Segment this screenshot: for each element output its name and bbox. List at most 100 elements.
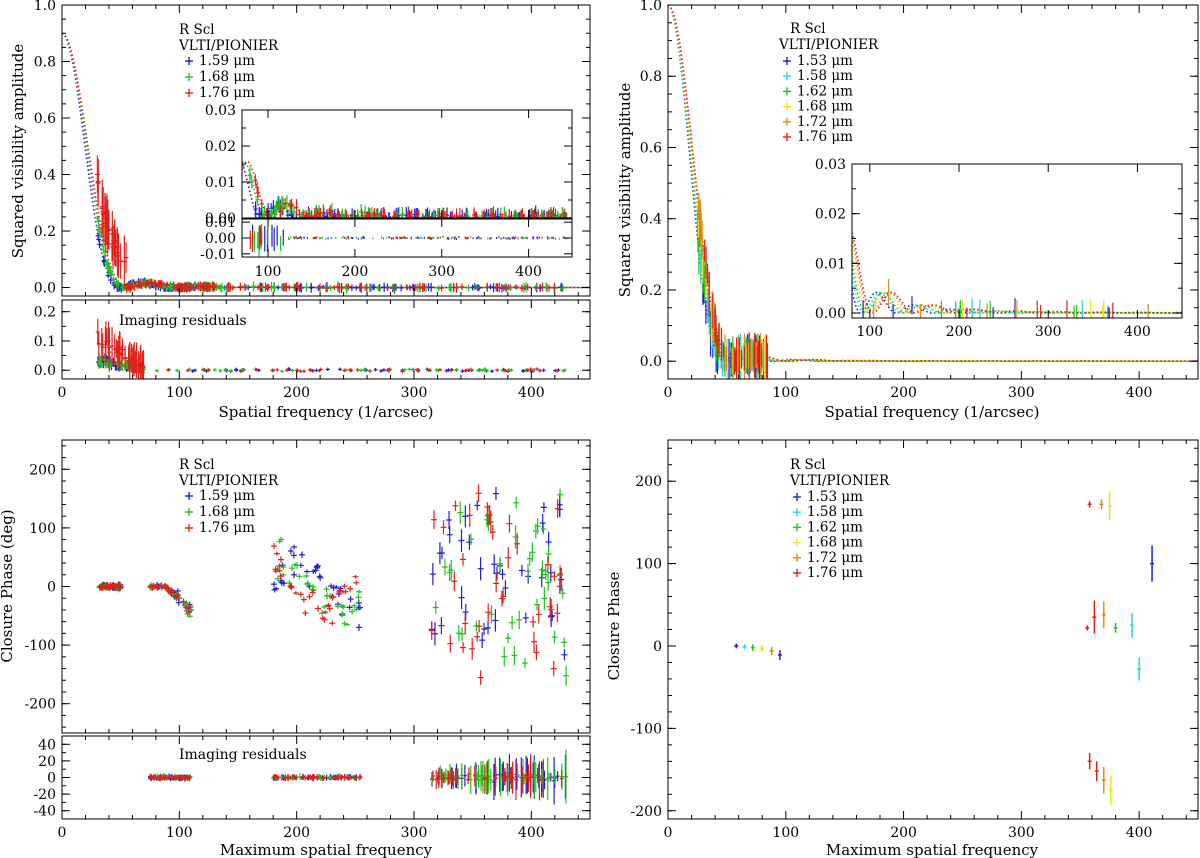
tli-ytick-label: 0.01 <box>205 175 236 191</box>
tl-data-layer <box>62 32 590 294</box>
bl-residual-data-layer <box>148 749 568 805</box>
tlir-ytick-label: 0.01 <box>205 215 236 231</box>
tl-inset-frame <box>241 109 573 219</box>
tri-xtick-label: 300 <box>1035 324 1062 340</box>
tr-legend-entries-label: 1.62 μm <box>797 83 853 99</box>
br-data-layer <box>734 491 1155 805</box>
tr-legend-target: R Scl <box>790 21 826 37</box>
tr-ytick-label: 0.6 <box>640 140 662 156</box>
tri-ytick-label: 0.02 <box>815 207 846 223</box>
tlir-xtick-label: 200 <box>342 264 369 280</box>
tl-inset-data-layer <box>242 110 572 257</box>
tl-legend-instrument: VLTI/PIONIER <box>178 38 279 54</box>
bl-main-frame <box>61 439 591 734</box>
tlir-ytick-label: -0.01 <box>200 247 236 263</box>
bl-residual-frame <box>61 735 591 820</box>
tr-xtick-label: 400 <box>1126 385 1153 401</box>
tl-ytick-label: 0.6 <box>34 111 56 127</box>
tr-legend-entries-label: 1.68 μm <box>797 99 853 115</box>
tr-y-axis-title: Squared visibility amplitude <box>616 83 634 298</box>
tr-model-curve <box>668 5 1198 363</box>
tr-inset-clip-group <box>852 232 1182 318</box>
tr-ytick-label: 0.0 <box>640 354 662 370</box>
panel-top-right: 0 100 200 300 400 0.0 0.2 0.4 0.6 0.8 1.0 100 200 300… <box>616 0 1199 421</box>
tl-x-axis-title: Spatial frequency (1/arcsec) <box>219 403 434 421</box>
blr-ytick-label: 40 <box>38 737 56 753</box>
tr-ytick-label: 1.0 <box>640 0 662 14</box>
bl-legend-entries-label: 1.59 μm <box>199 488 255 504</box>
blr-ytick-label: -40 <box>33 804 56 820</box>
bl-ytick-label: 200 <box>29 462 56 478</box>
tl-legend-entries-label: 1.76 μm <box>199 85 255 101</box>
blr-xtick-label: 300 <box>401 825 428 841</box>
tr-legend-entries-label: 1.53 μm <box>797 53 853 69</box>
tr-inset-data-layer <box>852 232 1182 318</box>
tr-data-layer <box>668 5 1198 379</box>
tl-legend: R Scl VLTI/PIONIER 1.59 μm1.68 μm1.76 μm <box>178 22 279 101</box>
tr-inset-frame <box>851 163 1183 319</box>
tl-ytick-label: 0.8 <box>34 55 56 71</box>
bl-legend-entries: 1.59 μm1.68 μm1.76 μm <box>185 488 255 536</box>
tr-legend-instrument: VLTI/PIONIER <box>778 37 879 53</box>
tli-ytick-label: 0.03 <box>205 103 236 119</box>
tr-legend-entries: 1.53 μm1.58 μm1.62 μm1.68 μm1.72 μm1.76 … <box>783 53 853 145</box>
blr-xtick-label: 0 <box>58 825 67 841</box>
blr-ytick-label: 20 <box>38 754 56 770</box>
tl-residual-label: Imaging residuals <box>119 313 247 329</box>
bl-data-layer <box>96 484 570 686</box>
blr-xtick-label: 200 <box>283 825 310 841</box>
tri-ytick-label: 0.03 <box>815 157 846 173</box>
bl-legend: R Scl VLTI/PIONIER 1.59 μm1.68 μm1.76 μm <box>178 457 279 536</box>
tlr-xtick-label: 400 <box>518 385 545 401</box>
tr-ytick-label: 0.4 <box>640 212 662 228</box>
tr-main-frame <box>667 4 1199 380</box>
bl-y-axis-title: Closure Phase (deg) <box>0 509 16 662</box>
bl-legend-instrument: VLTI/PIONIER <box>178 473 279 489</box>
blr-ytick-label: -20 <box>33 787 56 803</box>
blr-ytick-label: 0 <box>47 771 56 787</box>
tr-xtick-label: 100 <box>772 385 799 401</box>
blr-xtick-label: 100 <box>166 825 193 841</box>
tl-y-axis-title: Squared visibility amplitude <box>9 44 27 259</box>
tr-legend: R Scl VLTI/PIONIER 1.53 μm1.58 μm1.62 μm… <box>778 21 879 145</box>
tri-xtick-label: 400 <box>1124 324 1151 340</box>
tr-inset-background <box>852 164 1182 318</box>
bl-legend-target: R Scl <box>179 457 215 473</box>
tl-inset-resid-clip-group <box>249 223 569 257</box>
tr-ticks: 0 100 200 300 400 0.0 0.2 0.4 0.6 0.8 1.0 100 200 300… <box>640 0 1198 401</box>
bl-ytick-label: 100 <box>29 521 56 537</box>
tlir-xtick-label: 100 <box>255 264 282 280</box>
tlr-xtick-label: 0 <box>58 385 67 401</box>
tlr-xtick-label: 100 <box>166 385 193 401</box>
bl-legend-entries-label: 1.68 μm <box>199 504 255 520</box>
tl-legend-entries: 1.59 μm1.68 μm1.76 μm <box>185 53 255 101</box>
tl-ticks: 0.0 0.2 0.4 0.6 0.8 1.0 0 100 200 300 400 0.0 0.1 0.2… <box>34 0 590 401</box>
tlir-ytick-label: 0.00 <box>205 231 236 247</box>
tr-legend-entries-label: 1.76 μm <box>797 129 853 145</box>
bl-ytick-label: 0 <box>47 580 56 596</box>
bl-legend-entries-label: 1.76 μm <box>199 520 255 536</box>
tl-ytick-label: 1.0 <box>34 0 56 14</box>
bl-x-axis-title: Maximum spatial frequency <box>220 841 433 858</box>
tl-residual-data-layer <box>95 318 567 379</box>
tl-legend-entries-label: 1.59 μm <box>199 53 255 69</box>
tr-ytick-label: 0.2 <box>640 283 662 299</box>
tr-xtick-label: 300 <box>1008 385 1035 401</box>
tl-ytick-label: 0.0 <box>34 281 56 297</box>
bl-ytick-label: -100 <box>25 638 56 654</box>
tri-xtick-label: 100 <box>856 324 883 340</box>
bl-residual-label: Imaging residuals <box>179 747 307 763</box>
tr-ytick-label: 0.8 <box>640 69 662 85</box>
tri-xtick-label: 200 <box>946 324 973 340</box>
tr-x-axis-title: Spatial frequency (1/arcsec) <box>825 403 1040 421</box>
tr-legend-entries-label: 1.58 μm <box>797 68 853 84</box>
tl-inset-clip-group <box>242 160 572 218</box>
tlr-xtick-label: 300 <box>401 385 428 401</box>
blr-xtick-label: 400 <box>518 825 545 841</box>
panel-top-left: 0.0 0.2 0.4 0.6 0.8 1.0 0 100 200 300 400 0.0 0.1 0.2… <box>9 0 591 421</box>
tr-inset-fill <box>852 164 1182 318</box>
tr-xtick-label: 0 <box>664 385 673 401</box>
